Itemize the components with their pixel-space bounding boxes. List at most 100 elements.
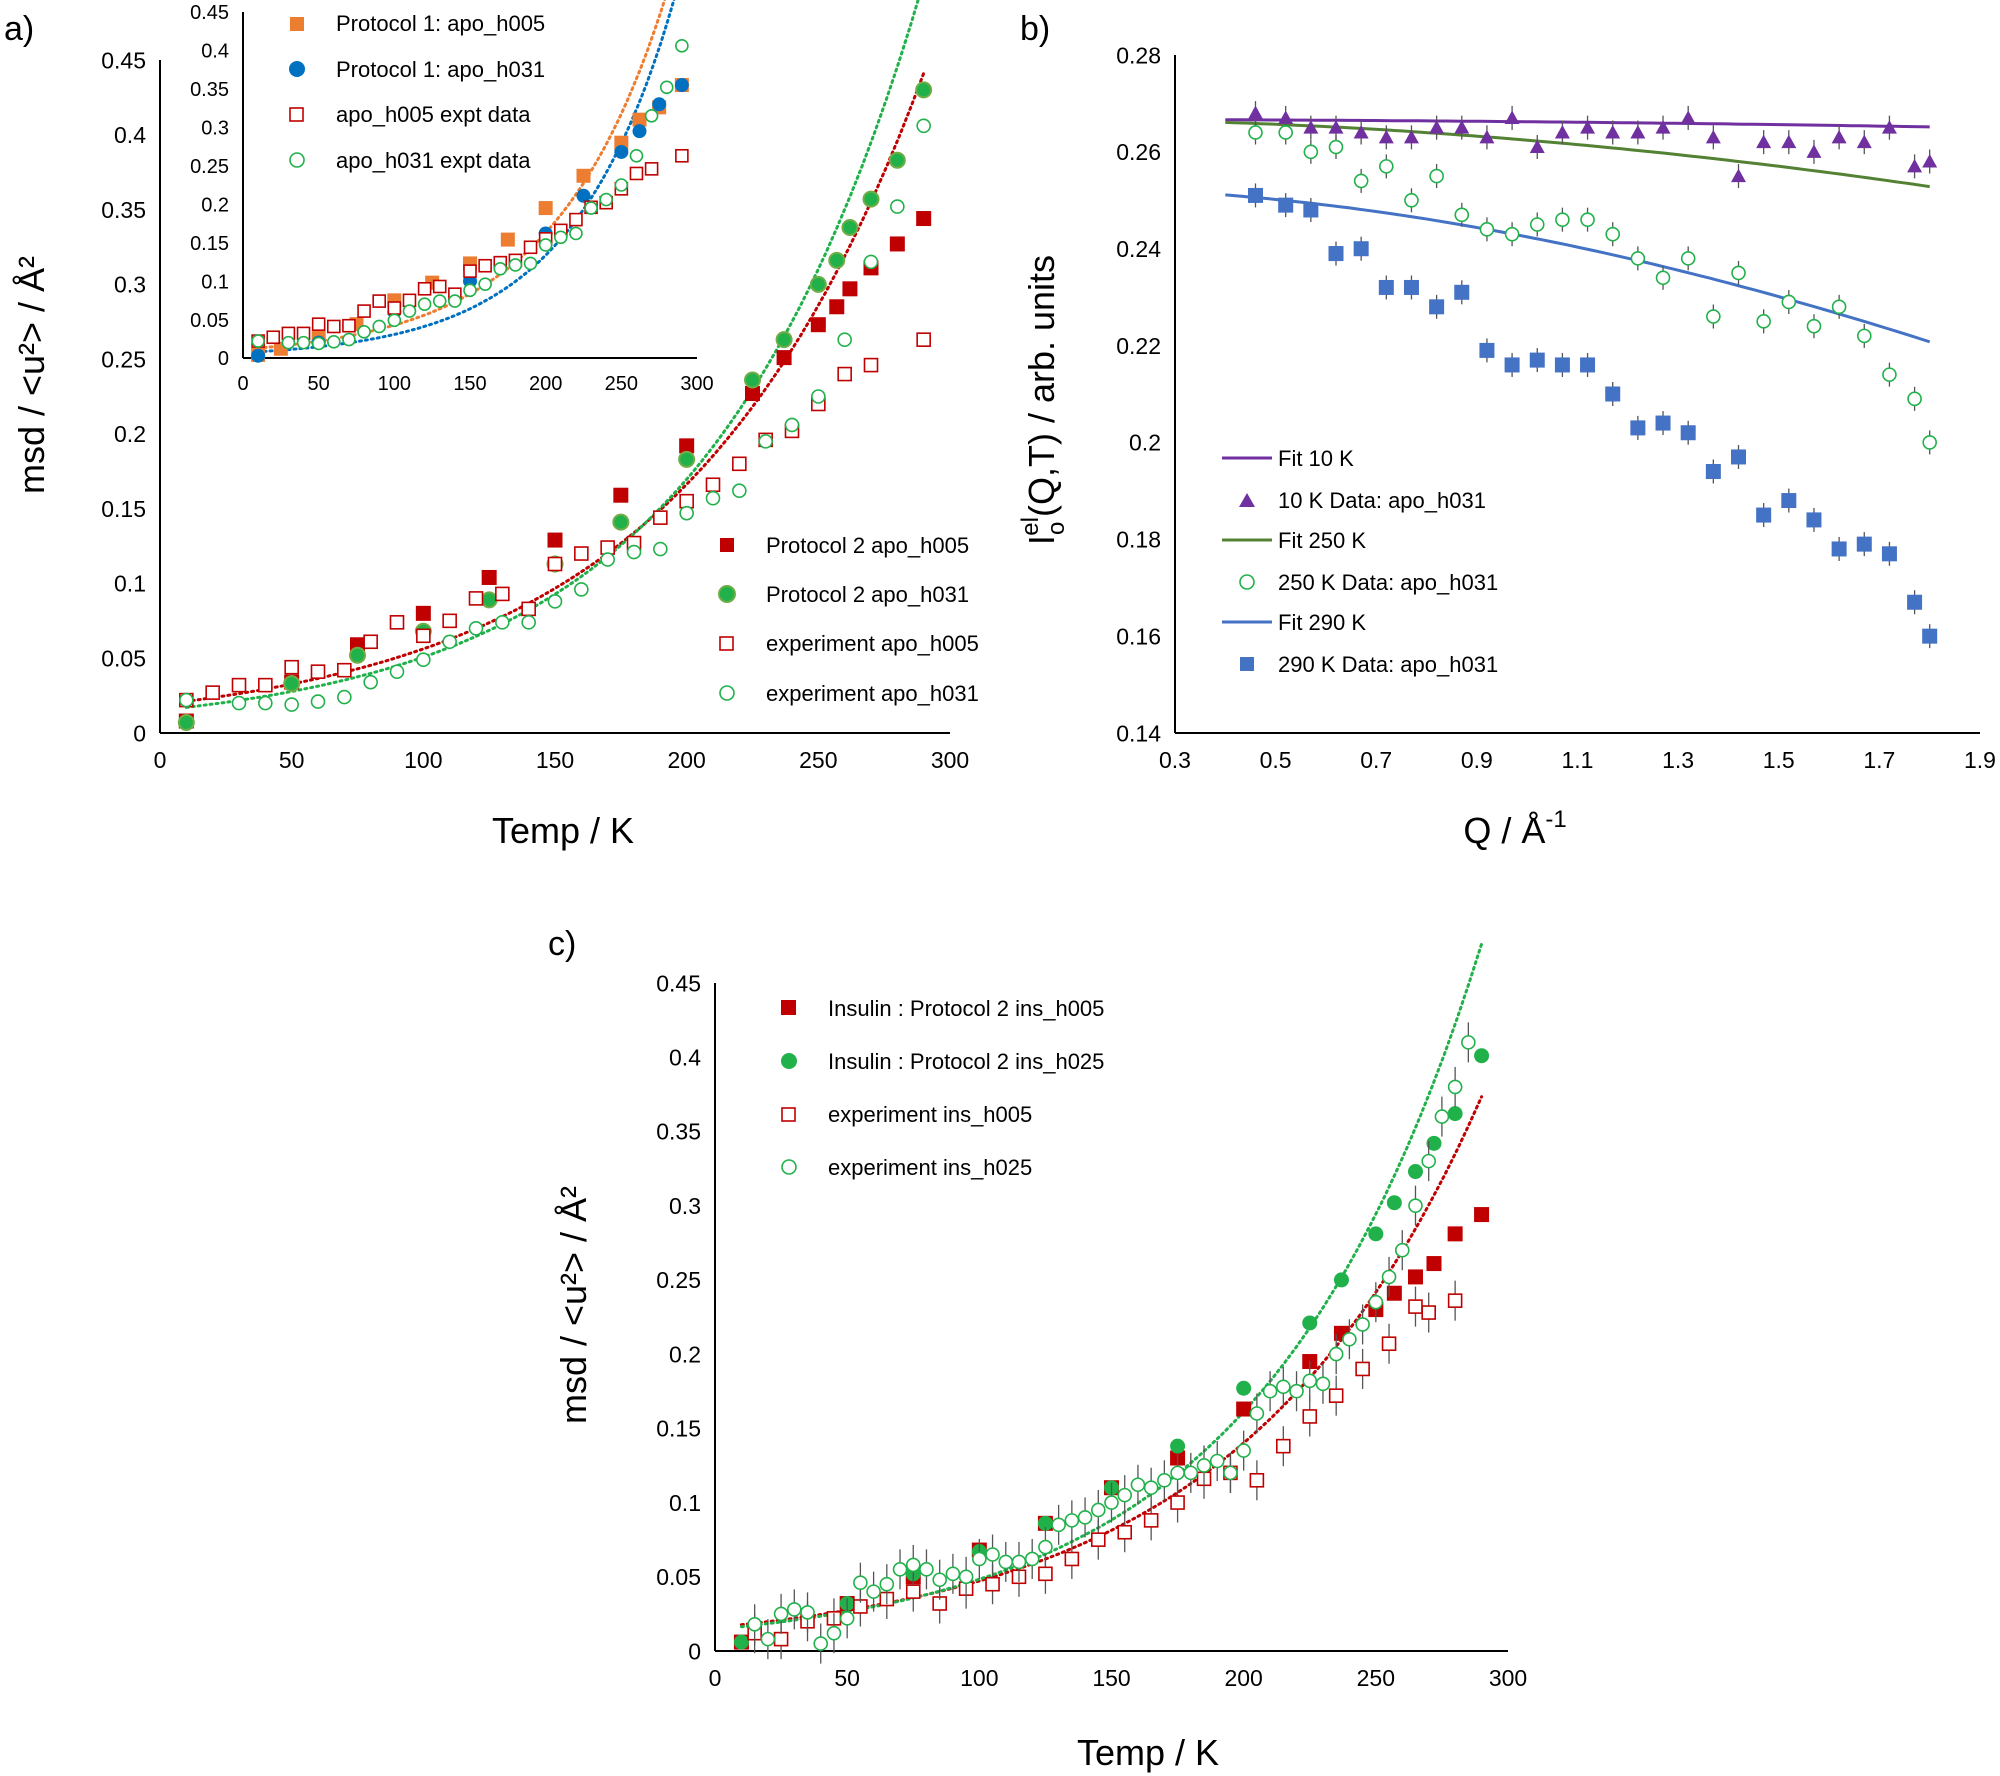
apo-h031-expt-data-point [493, 262, 508, 276]
experiment-apo-h031-point [179, 692, 194, 708]
10-k-data-apo-h031-point [1856, 134, 1872, 149]
legend-marker-insulin-ins-h025 [781, 1053, 797, 1069]
c-x-tick-label: 200 [1224, 1665, 1262, 1691]
290-k-data-apo-h031-point [1856, 536, 1872, 552]
insulin-protocol-2-ins-h005-point [1236, 1401, 1252, 1417]
10-k-data-apo-h031-point [1554, 124, 1570, 139]
insulin-protocol-2-ins-h025-point [1037, 1515, 1053, 1531]
insulin-protocol-2-ins-h005-point [1447, 1226, 1463, 1242]
insulin-protocol-2-ins-h025-point [1368, 1226, 1384, 1242]
experiment-ins-h025-point [958, 1569, 974, 1585]
insulin-protocol-2-ins-h025-point [1302, 1315, 1318, 1331]
experiment-ins-h005-point [1408, 1299, 1423, 1314]
10-k-data-apo-h031-point [1504, 110, 1520, 124]
c-x-tick-label: 50 [834, 1665, 860, 1691]
apo-h005-expt-data-point [342, 318, 356, 333]
290-k-data-apo-h031-point [1504, 357, 1520, 373]
a-y-tick-label: 0.1 [114, 571, 146, 597]
10-k-data-apo-h031-point [1705, 129, 1721, 144]
10-k-data-apo-h031-point [1580, 120, 1596, 134]
experiment-ins-h005-point [773, 1631, 789, 1647]
b-x-tick-label: 1.9 [1964, 747, 1996, 773]
apo-h031-expt-data-point [281, 335, 296, 350]
legend-marker-apo-h031-expt [289, 152, 305, 168]
y-label-sup: el [1017, 517, 1044, 536]
x-label-main: Q / Å [1463, 810, 1545, 851]
10-k-data-apo-h031-point [1303, 120, 1319, 134]
panel-a-data-points [177, 81, 933, 732]
experiment-apo-h005-point [837, 366, 852, 382]
apo-h031-expt-data-point [584, 201, 598, 215]
experiment-apo-h005-point [468, 591, 484, 606]
panel-c-axes: 0 50 100 150 200 250 300 0 0.05 0.1 0.15 0.2 0.25 0.3… [656, 970, 1527, 1691]
experiment-ins-h025-point [1447, 1079, 1463, 1095]
apo-h031-expt-data-point [508, 258, 523, 272]
experiment-ins-h025-point [1434, 1109, 1450, 1124]
experiment-apo-h031-point [653, 541, 668, 557]
apo-h031-expt-data-point [311, 336, 326, 351]
experiment-apo-h005-point [363, 634, 378, 650]
290-k-data-apo-h031-point [1529, 352, 1545, 368]
experiment-ins-h025-point [998, 1554, 1014, 1570]
experiment-apo-h031-point [363, 674, 378, 690]
panel-b: b) Ioel(Q,T) / arb. units Q / Å-1 0.3 0.5… [1017, 10, 1996, 851]
apo-h031-expt-data-point [372, 319, 387, 334]
experiment-ins-h005-point [1328, 1388, 1344, 1403]
250-k-data-apo-h031-point [1454, 207, 1470, 223]
250-k-data-apo-h031-point [1856, 328, 1872, 344]
experiment-ins-h025-point [1328, 1346, 1344, 1362]
experiment-apo-h031-point [811, 389, 826, 404]
protocol-1-apo-h005-point [576, 168, 591, 183]
experiment-ins-h005-point [1249, 1472, 1265, 1488]
apo-h005-expt-data-point [326, 319, 341, 334]
experiment-apo-h005-point [547, 556, 563, 572]
b-y-tick-label: 0.28 [1116, 42, 1161, 68]
experiment-ins-h025-point [1051, 1517, 1066, 1533]
inset-x-tick-label: 250 [605, 373, 638, 395]
experiment-ins-h025-point [919, 1562, 934, 1577]
apo-h031-expt-data-point [614, 178, 629, 192]
insulin-protocol-2-ins-h025-point [1170, 1438, 1186, 1454]
protocol-2-apo-h005-point [776, 350, 792, 366]
panel-a-inset: 0 50 100 150 200 250 300 0 0.05 0.1 0.15 0.2 0.25 0.3… [190, 0, 714, 395]
protocol-2-apo-h005-point [679, 438, 695, 454]
fit-290-k-line [1225, 193, 1931, 344]
experiment-ins-h005-point [985, 1576, 1000, 1592]
10-k-data-apo-h031-point [1655, 120, 1671, 134]
experiment-ins-h005-point [1143, 1513, 1159, 1528]
apo-h031-expt-data-point [478, 277, 492, 291]
experiment-ins-h025-point [839, 1611, 855, 1626]
apo-h031-expt-data-point [523, 256, 538, 271]
a-y-tick-label: 0.15 [101, 496, 146, 522]
10-k-data-apo-h031-point [1429, 120, 1445, 134]
protocol-1-apo-h031-point [632, 124, 647, 139]
experiment-ins-h025-point [1236, 1443, 1251, 1458]
290-k-data-apo-h031-point [1907, 594, 1923, 610]
b-x-tick-label: 1.1 [1562, 747, 1594, 773]
experiment-apo-h031-point [521, 615, 536, 630]
experiment-apo-h031-point [468, 621, 484, 636]
inset-x-tick-label: 300 [680, 373, 713, 395]
experiment-ins-h025-point [760, 1631, 776, 1647]
experiment-ins-h025-point [747, 1616, 762, 1632]
a-x-tick-label: 0 [154, 747, 167, 773]
experiment-ins-h025-point [1130, 1477, 1146, 1493]
250-k-data-apo-h031-point [1555, 212, 1570, 227]
experiment-apo-h031-point [310, 694, 326, 709]
apo-h031-expt-data-point [675, 39, 689, 53]
b-y-tick-label: 0.16 [1116, 623, 1161, 649]
experiment-apo-h031-point [547, 594, 563, 609]
a-y-tick-label: 0.25 [101, 346, 146, 372]
250-k-data-apo-h031-point [1831, 299, 1847, 315]
experiment-ins-h025-point [1461, 1035, 1476, 1050]
290-k-data-apo-h031-point [1731, 449, 1746, 465]
experiment-apo-h005-point [258, 677, 273, 693]
250-k-data-apo-h031-point [1328, 139, 1344, 155]
experiment-ins-h025-point [800, 1605, 815, 1620]
10-k-data-apo-h031-point [1922, 154, 1938, 168]
290-k-data-apo-h031-point [1353, 241, 1369, 257]
protocol-1-apo-h031-point [652, 97, 667, 112]
10-k-data-apo-h031-point [1831, 129, 1847, 144]
b-x-tick-label: 0.5 [1260, 747, 1292, 773]
fit-10-k-line [1225, 118, 1930, 129]
